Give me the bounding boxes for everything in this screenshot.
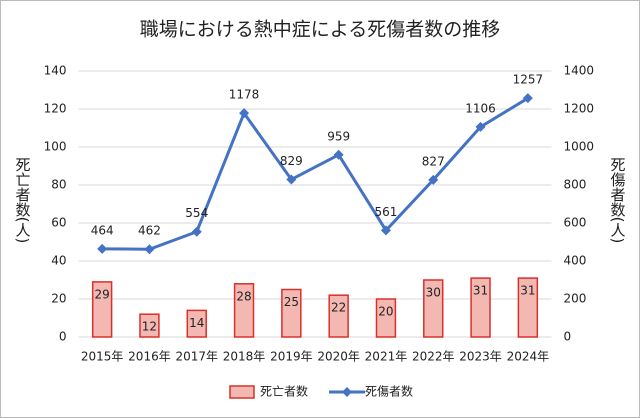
marker	[286, 174, 297, 185]
data-label: 31	[520, 284, 535, 298]
data-label: 28	[236, 289, 251, 303]
bar	[517, 277, 539, 338]
legend-swatch	[229, 385, 255, 399]
data-label: 829	[280, 154, 303, 168]
marker	[522, 93, 533, 104]
bar	[186, 309, 207, 338]
data-label: 554	[185, 206, 208, 220]
marker	[333, 149, 344, 160]
marker	[475, 121, 486, 132]
data-label: 22	[331, 301, 346, 315]
y2-tick-label: 600	[564, 216, 587, 230]
data-label: 561	[374, 205, 397, 219]
legend-label: 死亡者数	[260, 384, 308, 399]
marker	[144, 244, 155, 255]
bar	[423, 279, 444, 338]
data-label: 14	[189, 316, 204, 330]
bar	[233, 283, 255, 338]
y-tick-label: 40	[51, 254, 66, 268]
y-tick-label: 60	[51, 216, 66, 230]
y2-tick-label: 1200	[564, 102, 595, 116]
data-label: 31	[473, 284, 488, 298]
x-tick-label: 2020年	[317, 350, 360, 364]
data-label: 827	[422, 154, 445, 168]
x-tick-label: 2024年	[507, 350, 550, 364]
y-axis-label: 死亡者数(人)	[14, 157, 32, 244]
bar	[375, 298, 397, 338]
legend-marker	[342, 387, 352, 397]
x-tick-label: 2016年	[128, 350, 171, 364]
bar	[470, 277, 491, 338]
y2-tick-label: 400	[564, 254, 587, 268]
data-label: 1257	[513, 73, 544, 87]
y-tick-label: 140	[44, 64, 67, 78]
bar	[91, 281, 113, 338]
y2-tick-label: 1000	[564, 140, 595, 154]
x-tick-label: 2021年	[365, 350, 408, 364]
data-label: 30	[426, 286, 441, 300]
x-tick-label: 2018年	[223, 350, 266, 364]
y-tick-label: 80	[51, 178, 66, 192]
y2-tick-label: 0	[564, 330, 572, 344]
marker	[97, 243, 108, 254]
marker	[380, 225, 391, 236]
data-label: 464	[91, 223, 114, 237]
bar	[139, 313, 160, 338]
data-label: 959	[327, 129, 350, 143]
marker	[428, 174, 439, 185]
line	[102, 96, 529, 251]
legend-label: 死傷者数	[365, 384, 413, 399]
bar	[281, 288, 302, 338]
data-label: 29	[95, 287, 110, 301]
x-tick-label: 2019年	[270, 350, 313, 364]
x-tick-label: 2023年	[459, 350, 502, 364]
data-label: 1106	[465, 101, 496, 115]
chart-title: 職場における熱中症による死傷者数の推移	[140, 19, 500, 41]
bar	[328, 294, 349, 338]
x-tick-label: 2017年	[175, 350, 218, 364]
marker	[239, 108, 250, 119]
y-tick-label: 20	[51, 292, 66, 306]
x-tick-label: 2022年	[412, 350, 455, 364]
x-tick-label: 2015年	[81, 350, 124, 364]
data-label: 12	[142, 320, 157, 334]
marker	[191, 226, 202, 237]
data-label: 1178	[229, 88, 260, 102]
y-tick-label: 120	[44, 102, 67, 116]
y2-axis-label: 死傷者数(人)	[609, 157, 627, 244]
y2-tick-label: 1400	[564, 64, 595, 78]
data-label: 462	[138, 224, 161, 238]
y2-tick-label: 200	[564, 292, 587, 306]
y-tick-label: 100	[44, 140, 67, 154]
y2-tick-label: 800	[564, 178, 587, 192]
data-label: 20	[378, 305, 393, 319]
data-label: 25	[284, 295, 299, 309]
y-tick-label: 0	[59, 330, 67, 344]
